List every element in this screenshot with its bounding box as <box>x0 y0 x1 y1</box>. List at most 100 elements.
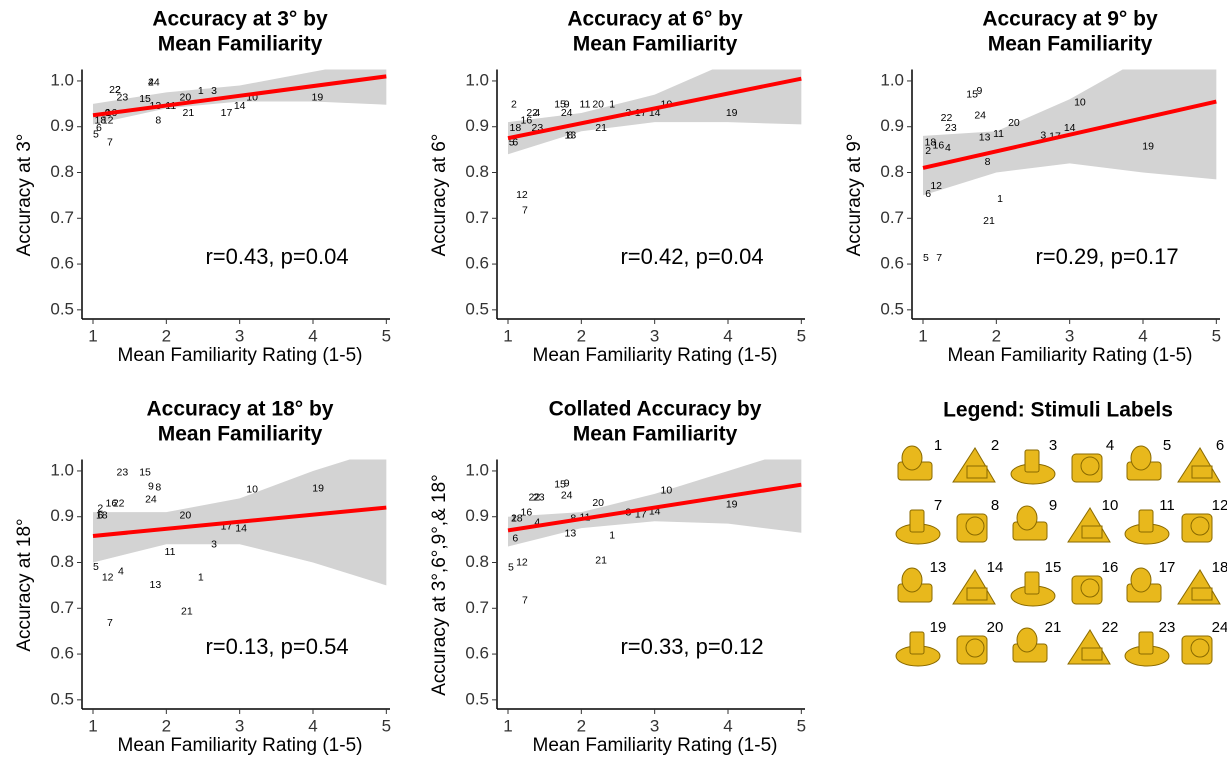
shape-part <box>965 516 985 536</box>
point-label: 1 <box>609 529 615 541</box>
point-label: 6 <box>512 137 518 149</box>
stimulus: 3 <box>1010 437 1057 485</box>
point-label: 10 <box>661 484 673 496</box>
y-tick-label: 0.7 <box>50 208 74 227</box>
point-label: 24 <box>561 489 573 501</box>
y-tick-label: 0.8 <box>50 552 74 571</box>
chart-title: Accuracy at 9° by <box>982 8 1158 31</box>
shape-part <box>1138 509 1154 533</box>
point-label: 21 <box>182 107 194 119</box>
stimulus: 21 <box>1012 619 1061 663</box>
point-label: 21 <box>181 605 193 617</box>
point-label: 9 <box>977 85 983 97</box>
point-label: 22 <box>529 492 541 504</box>
annotation: r=0.33, p=0.12 <box>620 634 763 659</box>
x-tick-label: 2 <box>162 716 171 735</box>
y-tick-label: 0.5 <box>50 299 74 318</box>
x-tick-label: 4 <box>308 716 317 735</box>
y-axis-label: Accuracy at 9° <box>844 134 865 257</box>
x-tick-label: 1 <box>503 326 512 345</box>
y-tick-label: 0.7 <box>465 208 489 227</box>
point-label: 18 <box>924 137 936 149</box>
x-tick-label: 5 <box>797 716 806 735</box>
confidence-band <box>508 69 802 155</box>
fit-line <box>92 74 387 118</box>
stimulus-label: 13 <box>930 559 947 576</box>
y-axis-label: Accuracy at 18° <box>14 518 35 651</box>
point-label: 11 <box>580 99 591 111</box>
shape-part <box>901 567 923 593</box>
point-label: 14 <box>234 100 246 112</box>
point-label: 19 <box>312 92 324 104</box>
shape-part <box>966 587 988 601</box>
point-label: 20 <box>592 497 604 509</box>
chart-title: Mean Familiarity <box>988 33 1153 56</box>
y-axis-label: Accuracy at 3°,6°,9°,& 18° <box>429 474 450 696</box>
point-label: 17 <box>221 107 233 119</box>
point-label: 23 <box>533 492 545 504</box>
point-label: 12 <box>102 571 114 583</box>
stimulus: 18 <box>1177 559 1227 605</box>
shape-part <box>965 638 985 658</box>
point-label: 24 <box>148 77 160 89</box>
stimulus: 24 <box>1181 619 1227 665</box>
x-tick-label: 3 <box>650 326 659 345</box>
stimulus-label: 10 <box>1102 497 1119 514</box>
x-tick-label: 2 <box>992 326 1001 345</box>
point-label: 5 <box>923 252 929 264</box>
x-tick-label: 5 <box>1212 326 1221 345</box>
shape-part <box>909 631 925 655</box>
point-label: 19 <box>312 483 324 495</box>
point-label: 21 <box>595 122 607 134</box>
annotation: r=0.43, p=0.04 <box>205 244 348 269</box>
x-tick-label: 4 <box>723 326 732 345</box>
point-label: 14 <box>649 107 661 119</box>
point-label: 3 <box>211 85 217 97</box>
stimulus-label: 15 <box>1045 559 1062 576</box>
shape-part <box>901 445 923 471</box>
stimulus: 20 <box>956 619 1004 665</box>
point-label: 5 <box>508 561 514 573</box>
shape-part <box>1191 465 1213 479</box>
x-tick-label: 4 <box>308 326 317 345</box>
stimulus: 1 <box>897 437 942 481</box>
shape-part <box>1138 631 1154 655</box>
point-label: 22 <box>941 112 953 124</box>
y-tick-label: 1.0 <box>465 70 489 89</box>
annotation: r=0.13, p=0.54 <box>205 634 348 659</box>
point-label: 11 <box>165 546 176 558</box>
point-label: 6 <box>96 122 102 134</box>
x-tick-label: 3 <box>650 716 659 735</box>
point-label: 2 <box>97 503 103 515</box>
y-tick-label: 0.8 <box>465 552 489 571</box>
x-axis-label: Mean Familiarity Rating (1-5) <box>533 345 778 366</box>
shape-part <box>1190 638 1210 658</box>
stimulus: 12 <box>1181 497 1227 543</box>
point-label: 10 <box>1074 97 1086 109</box>
point-label: 9 <box>564 99 570 111</box>
stimulus-label: 9 <box>1049 497 1057 514</box>
stimulus-label: 14 <box>987 559 1004 576</box>
x-tick-label: 1 <box>88 326 97 345</box>
shape-part <box>1130 567 1152 593</box>
point-label: 22 <box>109 84 121 96</box>
y-tick-label: 0.7 <box>50 598 74 617</box>
point-label: 10 <box>246 92 258 104</box>
x-tick-label: 1 <box>88 716 97 735</box>
point-label: 13 <box>564 527 576 539</box>
y-tick-label: 0.9 <box>50 116 74 135</box>
y-tick-label: 0.6 <box>465 644 489 663</box>
shape-part <box>1190 516 1210 536</box>
point-label: 16 <box>520 115 532 127</box>
point-label: 3 <box>211 538 217 550</box>
point-label: 4 <box>534 516 540 528</box>
y-tick-label: 0.8 <box>465 162 489 181</box>
stimulus-label: 20 <box>987 619 1004 636</box>
point-label: 6 <box>97 510 103 522</box>
point-label: 17 <box>221 521 233 533</box>
point-label: 16 <box>105 498 117 510</box>
point-label: 10 <box>246 483 258 495</box>
